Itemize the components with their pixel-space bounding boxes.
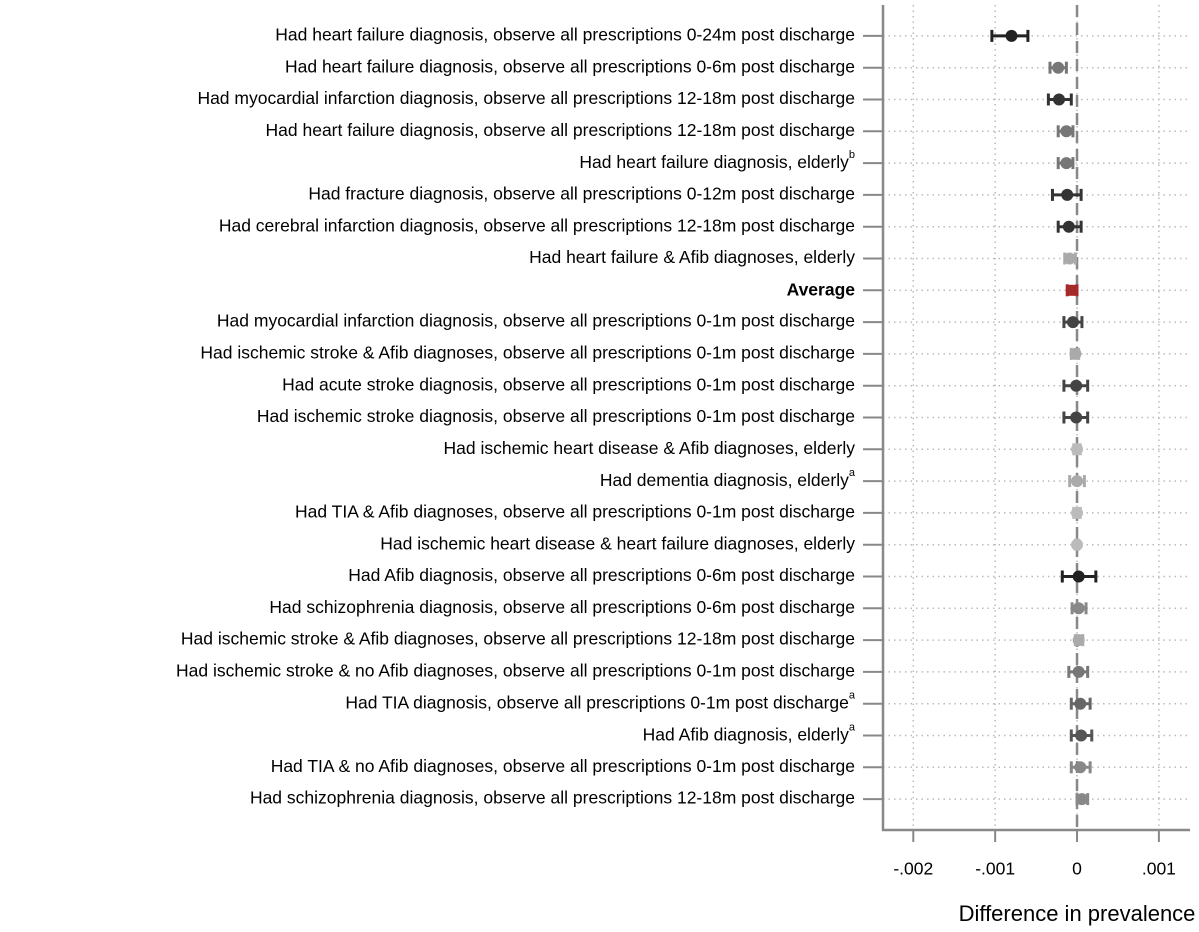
- point: [1066, 316, 1079, 329]
- y-tick-label: Had Afib diagnosis, elderlya: [643, 721, 856, 744]
- point: [1069, 347, 1082, 360]
- point: [1053, 93, 1066, 106]
- y-tick-label: Had cerebral infarction diagnosis, obser…: [219, 215, 855, 235]
- point: [1070, 411, 1083, 424]
- point: [1070, 379, 1083, 392]
- x-tick-label: .001: [1142, 859, 1176, 879]
- y-tick-label: Had TIA & no Afib diagnoses, observe all…: [271, 756, 855, 776]
- y-tick-label: Had ischemic stroke & Afib diagnoses, ob…: [200, 343, 855, 363]
- y-tick-label: Had TIA & Afib diagnoses, observe all pr…: [295, 502, 855, 522]
- label-text: Had TIA diagnosis, observe all prescript…: [345, 692, 849, 712]
- y-tick-label: Had ischemic heart disease & Afib diagno…: [444, 438, 856, 458]
- y-tick-label: Had heart failure diagnosis, elderlyb: [579, 149, 855, 172]
- point: [1072, 570, 1085, 583]
- point: [1071, 443, 1084, 456]
- x-tick-label: -.001: [975, 859, 1015, 879]
- point: [1074, 761, 1087, 774]
- point: [1075, 729, 1088, 742]
- y-tick-label: Had ischemic heart disease & heart failu…: [380, 533, 855, 553]
- y-tick-label: Had fracture diagnosis, observe all pres…: [308, 184, 855, 204]
- y-tick-label: Had heart failure diagnosis, observe all…: [275, 25, 855, 45]
- point: [1074, 697, 1087, 710]
- point: [1072, 602, 1085, 615]
- y-tick-label: Average: [787, 279, 856, 299]
- y-tick-label: Had myocardial infarction diagnosis, obs…: [197, 88, 855, 108]
- y-tick-label: Had heart failure diagnosis, observe all…: [266, 120, 855, 140]
- point: [1072, 665, 1085, 678]
- point: [1071, 506, 1084, 519]
- point: [1063, 252, 1076, 265]
- label-text: Had heart failure diagnosis, elderly: [579, 152, 849, 172]
- y-tick-label: Had heart failure diagnosis, observe all…: [285, 56, 855, 76]
- point: [1071, 475, 1084, 488]
- y-tick-label: Had TIA diagnosis, observe all prescript…: [345, 690, 856, 713]
- point: [1061, 188, 1074, 201]
- x-tick-label: -.002: [893, 859, 933, 879]
- y-tick-label: Had ischemic stroke diagnosis, observe a…: [257, 406, 855, 426]
- point: [1075, 793, 1088, 806]
- label-text: Had Afib diagnosis, elderly: [643, 724, 849, 744]
- point: [1066, 284, 1078, 296]
- point: [1005, 29, 1018, 42]
- label-superscript: b: [849, 149, 855, 161]
- point: [1072, 634, 1085, 647]
- y-tick-label: Had schizophrenia diagnosis, observe all…: [250, 788, 855, 808]
- point: [1062, 220, 1075, 233]
- y-tick-label: Had ischemic stroke & Afib diagnoses, ob…: [181, 629, 855, 649]
- y-tick-label: Had heart failure & Afib diagnoses, elde…: [529, 247, 855, 267]
- y-tick-label: Had Afib diagnosis, observe all prescrip…: [348, 565, 855, 585]
- y-tick-label: Had myocardial infarction diagnosis, obs…: [217, 311, 855, 331]
- label-text: Had dementia diagnosis, elderly: [600, 470, 849, 490]
- x-tick-label: 0: [1072, 859, 1082, 879]
- point: [1052, 61, 1065, 74]
- point: [1060, 125, 1073, 138]
- y-tick-label: Had acute stroke diagnosis, observe all …: [282, 374, 855, 394]
- label-superscript: a: [849, 690, 856, 702]
- y-tick-label: Had ischemic stroke & no Afib diagnoses,…: [176, 661, 855, 681]
- point: [1071, 538, 1084, 551]
- label-superscript: a: [849, 467, 856, 479]
- x-axis-label: Difference in prevalence: [959, 901, 1196, 926]
- label-superscript: a: [849, 721, 856, 733]
- label-text: Average: [787, 279, 856, 299]
- y-tick-label: Had schizophrenia diagnosis, observe all…: [269, 597, 855, 617]
- y-tick-label: Had dementia diagnosis, elderlya: [600, 467, 856, 490]
- point: [1060, 157, 1073, 170]
